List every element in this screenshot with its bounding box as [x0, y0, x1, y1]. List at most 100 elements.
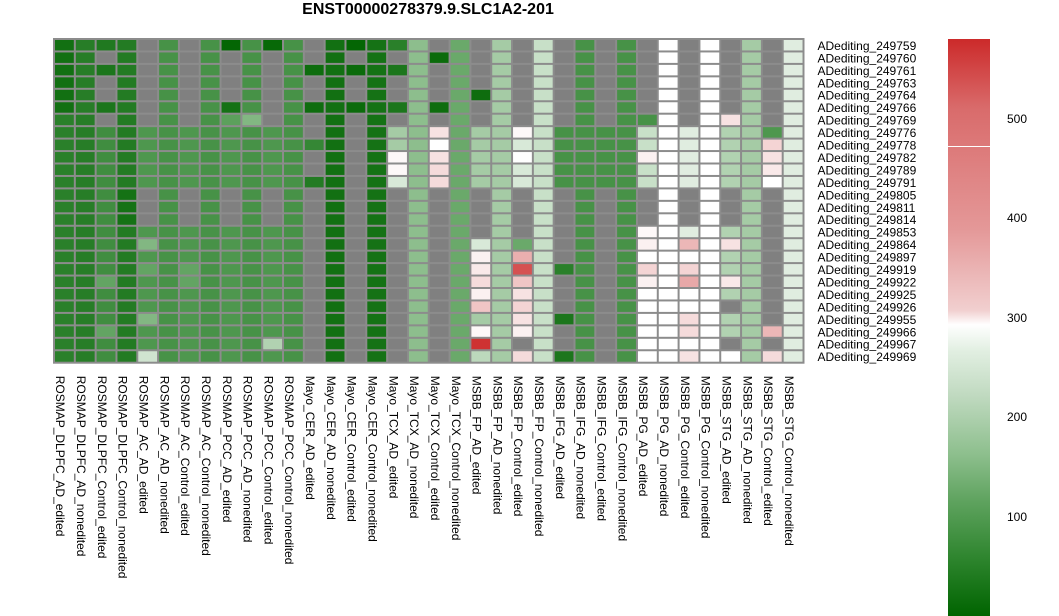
heatmap-cell: [221, 289, 241, 300]
heatmap-cell: [721, 351, 741, 362]
heatmap-cell: [408, 89, 428, 101]
heatmap-cell: [325, 239, 345, 250]
heatmap-cell: [429, 152, 449, 163]
heatmap-cell: [284, 214, 303, 225]
heatmap-cell: [284, 289, 303, 300]
heatmap-cell: [96, 164, 116, 175]
heatmap-cell: [492, 102, 512, 113]
heatmap-cell: [513, 313, 532, 325]
row-label: ADediting_249761: [818, 64, 917, 78]
heatmap-cell: [554, 326, 574, 337]
heatmap-cell: [346, 264, 366, 275]
heatmap-cell: [221, 139, 241, 151]
heatmap-cell: [284, 326, 303, 337]
heatmap-cell: [75, 289, 95, 300]
heatmap-cell: [138, 326, 158, 337]
heatmap-cell: [617, 301, 636, 312]
heatmap-cell: [533, 289, 553, 300]
heatmap-cell: [450, 276, 470, 287]
heatmap-cell: [513, 289, 532, 300]
heatmap-cell: [742, 264, 761, 275]
heatmap-cell: [554, 114, 574, 126]
heatmap-cell: [242, 301, 262, 312]
color-scale-tick-label: 300: [1007, 310, 1028, 325]
heatmap-cell: [367, 52, 387, 63]
heatmap-cell: [596, 102, 616, 113]
heatmap-cell: [783, 226, 803, 238]
heatmap-cell: [200, 338, 220, 350]
heatmap-cell: [513, 189, 532, 200]
heatmap-cell: [450, 152, 470, 163]
heatmap-cell: [325, 189, 345, 200]
heatmap-cell: [721, 77, 741, 88]
heatmap-cell: [721, 338, 741, 350]
heatmap-cell: [554, 164, 574, 175]
heatmap-cell: [783, 52, 803, 63]
heatmap-cell: [242, 52, 262, 63]
heatmap-cell: [700, 276, 720, 287]
heatmap-cell: [700, 176, 720, 188]
heatmap-cell: [762, 77, 782, 88]
heatmap-cell: [75, 326, 95, 337]
heatmap-cell: [221, 114, 241, 126]
heatmap-cell: [284, 351, 303, 362]
heatmap-cell: [617, 276, 636, 287]
heatmap-cell: [96, 264, 116, 275]
heatmap-cell: [721, 152, 741, 163]
heatmap-cell: [471, 127, 491, 138]
heatmap-cell: [554, 276, 574, 287]
heatmap-cell: [263, 338, 283, 350]
heatmap-cell: [346, 214, 366, 225]
heatmap-cell: [117, 189, 137, 200]
heatmap-cell: [783, 276, 803, 287]
heatmap-cell: [117, 239, 137, 250]
heatmap-cell: [596, 301, 616, 312]
heatmap-cell: [575, 226, 595, 238]
heatmap-cell: [700, 326, 720, 337]
color-scale-tick-label: 200: [1007, 410, 1028, 424]
heatmap-cell: [221, 214, 241, 225]
heatmap-cell: [325, 214, 345, 225]
heatmap-cell: [429, 89, 449, 101]
heatmap-cell: [325, 276, 345, 287]
heatmap-cell: [658, 214, 678, 225]
heatmap-cell: [200, 239, 220, 250]
heatmap-cell: [471, 152, 491, 163]
heatmap-cell: [200, 176, 220, 188]
heatmap-cell: [159, 176, 178, 188]
heatmap-cell: [388, 214, 407, 225]
heatmap-cell: [575, 201, 595, 213]
heatmap-cell: [762, 164, 782, 175]
heatmap-cell: [742, 313, 761, 325]
heatmap-cell: [304, 139, 324, 151]
heatmap-cell: [533, 52, 553, 63]
heatmap-cell: [533, 351, 553, 362]
column-label: ROSMAP_PCC_Control_nonedited: [282, 376, 296, 565]
heatmap-cell: [679, 164, 699, 175]
heatmap-cell: [533, 139, 553, 151]
heatmap-cell: [721, 139, 741, 151]
heatmap-cell: [200, 89, 220, 101]
heatmap-cell: [138, 52, 158, 63]
heatmap-cell: [617, 102, 636, 113]
heatmap-cell: [367, 77, 387, 88]
heatmap-cell: [179, 176, 199, 188]
heatmap-cell: [429, 239, 449, 250]
heatmap-cell: [96, 64, 116, 76]
heatmap-cell: [721, 301, 741, 312]
heatmap-cell: [221, 40, 241, 51]
column-label: Mayo_TCX_Control_nonedited: [449, 376, 463, 541]
heatmap-cell: [637, 201, 657, 213]
heatmap-cell: [346, 301, 366, 312]
heatmap-cell: [284, 201, 303, 213]
heatmap-cell: [304, 64, 324, 76]
heatmap-cell: [762, 139, 782, 151]
heatmap-cell: [304, 77, 324, 88]
heatmap-cell: [783, 77, 803, 88]
heatmap-cell: [742, 189, 761, 200]
heatmap-cell: [471, 40, 491, 51]
heatmap-cell: [471, 239, 491, 250]
heatmap-cell: [221, 64, 241, 76]
heatmap-cell: [179, 64, 199, 76]
heatmap-cell: [429, 114, 449, 126]
